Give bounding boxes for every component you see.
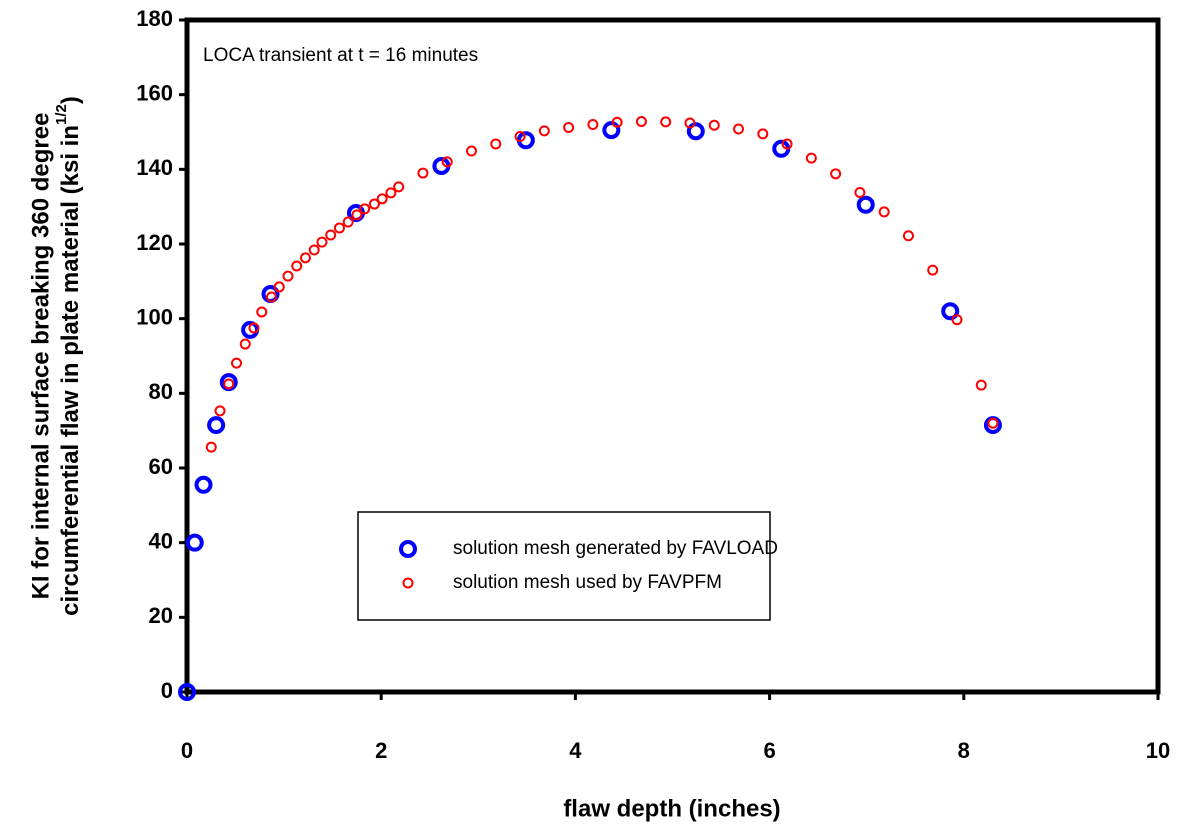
point [351,209,363,221]
x-tick-label: 2 [375,738,387,763]
point [805,152,817,164]
y-tick-label: 160 [136,80,173,105]
point [587,119,599,131]
y-tick-label: 60 [149,454,173,479]
point [185,533,204,552]
point [359,203,371,215]
point [223,378,235,390]
x-tick-label: 10 [1146,738,1170,763]
y-axis-title-text: circumferential flaw in plate material (… [57,125,84,616]
point [299,252,311,264]
point [256,306,268,318]
point [611,116,623,128]
point [466,145,478,157]
x-tick-label: 0 [181,738,193,763]
point [660,116,672,128]
point [325,229,337,241]
y-tick-label: 0 [161,678,173,703]
point [708,119,720,131]
point [490,138,502,150]
y-axis-title-text: ) [57,96,84,104]
point [194,475,213,494]
point [417,167,429,179]
point [241,320,260,339]
point [987,417,999,429]
x-tick-label: 6 [763,738,775,763]
point [602,121,621,140]
point [282,270,294,282]
point [686,122,705,141]
point [854,186,866,198]
y-axis-title: KI for internal surface breaking 360 deg… [27,96,84,616]
point [342,216,354,228]
point [781,138,793,150]
y-tick-label: 180 [136,6,173,31]
point [927,264,939,276]
y-axis-title-superscript: 1/2 [53,104,70,125]
point [308,244,320,256]
plot-frame [184,17,1161,695]
y-tick-label: 40 [149,528,173,553]
point [563,122,575,134]
point [856,195,875,214]
point [878,206,890,218]
point [291,260,303,272]
point [830,168,842,180]
point [757,128,769,140]
point [975,379,987,391]
point [231,357,243,369]
point [333,222,345,234]
y-tick-label: 100 [136,304,173,329]
y-tick-label: 20 [149,603,173,628]
y-axis-title-line: KI for internal surface breaking 360 deg… [27,113,54,600]
point [248,322,260,334]
y-tick-label: 140 [136,155,173,180]
point [239,338,251,350]
x-tick-label: 8 [958,738,970,763]
point [684,117,696,129]
point [514,130,526,142]
point [207,416,226,435]
point [399,540,417,558]
x-axis-title: flaw depth (inches) [563,795,780,822]
point [178,683,196,701]
point [376,193,388,205]
legend-label: solution mesh used by FAVPFM [453,572,722,593]
point [402,577,414,589]
point [214,405,226,417]
point [902,230,914,242]
legend-label: solution mesh generated by FAVLOAD [453,538,778,559]
y-tick-label: 120 [136,230,173,255]
point [385,187,397,199]
point [635,116,647,128]
point [951,314,963,326]
legend-box [357,511,771,621]
point [316,236,328,248]
point [733,123,745,135]
point [368,198,380,210]
y-tick-label: 80 [149,379,173,404]
point [393,181,405,193]
point [538,125,550,137]
point [265,291,277,303]
annotation: LOCA transient at t = 16 minutes [203,45,478,66]
x-tick-label: 4 [569,738,582,763]
point [941,302,960,321]
point [273,281,285,293]
point [205,441,217,453]
y-axis-title-line: circumferential flaw in plate material (… [53,96,84,616]
point [441,156,453,168]
